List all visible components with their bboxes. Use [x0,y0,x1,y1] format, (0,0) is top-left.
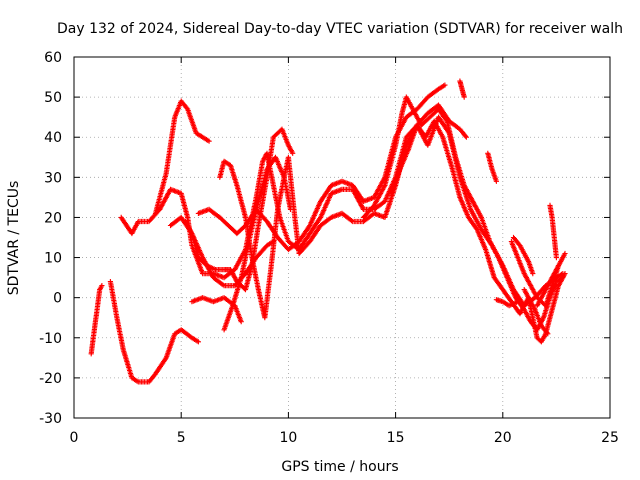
data-point-markers [152,98,212,216]
y-tick-label: -30 [39,411,62,427]
series-track-15 [510,234,536,277]
x-tick-label: 15 [387,430,405,446]
data-point-markers [508,238,562,309]
axis-ticks: 0 5 10 15 20 25 -30 -20 -10 0 10 20 30 40 50 60 [39,50,619,446]
data-point-markers [388,118,568,345]
data-point-markers [510,234,536,277]
data-point-markers [493,297,521,309]
series-track-17 [508,238,562,309]
series-track-13 [457,78,467,100]
x-tick-label: 5 [177,430,186,446]
y-tick-label: -10 [39,331,62,347]
y-tick-label: 60 [44,50,62,66]
data-series [88,78,568,385]
y-tick-label: 20 [44,210,62,226]
plot-frame [73,56,611,419]
y-tick-label: 10 [44,251,62,267]
data-point-markers [88,283,105,357]
series-track-19 [493,297,521,309]
series-track-2 [107,279,201,385]
y-tick-label: 50 [44,90,62,106]
data-point-markers [547,202,559,261]
series-track-14 [485,150,499,184]
chart-title: Day 132 of 2024, Sidereal Day-to-day VTE… [57,21,623,37]
series-track-12 [388,118,568,345]
grid-lines [74,57,610,418]
data-point-markers [107,279,201,385]
series-track-1 [88,283,105,357]
x-tick-label: 10 [279,430,297,446]
y-tick-label: 30 [44,170,62,186]
x-tick-label: 20 [494,430,512,446]
data-point-markers [485,150,499,184]
y-tick-label: 40 [44,130,62,146]
data-point-markers [221,154,294,333]
data-point-markers [521,287,551,337]
y-axis-title: SDTVAR / TECUs [6,181,22,296]
y-tick-label: -20 [39,371,62,387]
x-axis-title: GPS time / hours [281,459,398,475]
series-track-18 [521,287,551,337]
series-track-4 [152,98,212,216]
data-point-markers [457,78,467,100]
series-track-20 [547,202,559,261]
x-tick-label: 25 [601,430,619,446]
series-track-10 [221,154,294,333]
y-tick-label: 0 [53,291,62,307]
x-tick-label: 0 [70,430,79,446]
